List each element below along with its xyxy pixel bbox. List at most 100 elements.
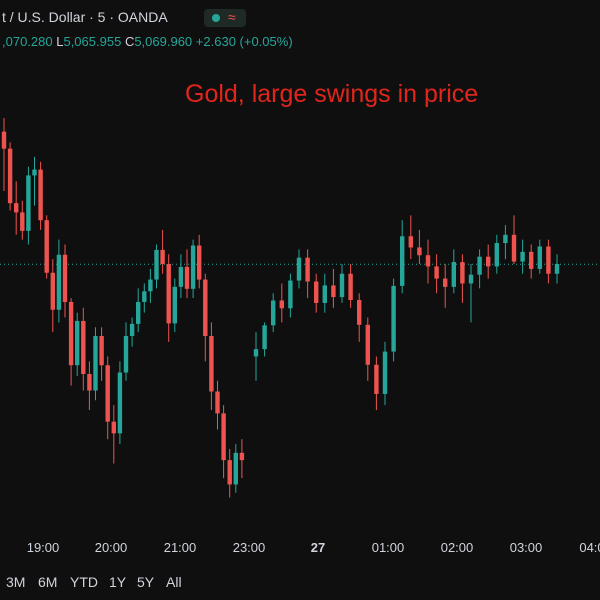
candle-body: [253, 349, 259, 357]
range-button-all[interactable]: All: [166, 574, 182, 590]
candle-20: [123, 322, 129, 381]
candle-body: [129, 323, 135, 337]
candle-body: [190, 245, 196, 289]
candle-body: [136, 301, 141, 324]
candle-36: [221, 405, 226, 479]
low-value: 5,065.955: [63, 34, 122, 49]
candle-54: [374, 356, 379, 410]
candle-body: [142, 291, 147, 302]
candle-body: [154, 249, 159, 280]
candle-body: [434, 266, 439, 279]
candle-44: [288, 273, 293, 318]
close-value: 5,069.960: [134, 34, 193, 49]
candle-body: [227, 460, 232, 485]
candle-body: [117, 372, 123, 434]
candle-body: [477, 256, 482, 275]
symbol-title: t / U.S. Dollar · 5 · OANDA: [2, 9, 168, 25]
candle-57: [400, 220, 405, 294]
candle-65: [468, 264, 474, 323]
chart-annotation: Gold, large swings in price: [185, 80, 479, 108]
candle-37: [227, 448, 232, 498]
candle-50: [339, 264, 345, 303]
time-tick: 01:00: [371, 540, 405, 555]
candle-body: [81, 320, 86, 374]
time-axis: 19:00 20:00 21:00 23:00 27 01:00 02:00 03:00 04:…: [0, 536, 600, 558]
candle-51: [348, 264, 353, 308]
candle-66: [477, 249, 482, 289]
candle-body: [339, 273, 345, 298]
candle-body: [451, 262, 456, 287]
candle-18: [111, 405, 116, 464]
candle-4: [26, 166, 31, 245]
candle-body: [172, 286, 177, 324]
candle-body: [56, 254, 62, 310]
candle-body: [239, 452, 245, 461]
range-button-6m[interactable]: 6M: [38, 574, 58, 590]
candle-31: [190, 239, 196, 299]
candle-body: [26, 175, 31, 231]
range-button-ytd[interactable]: YTD: [70, 574, 98, 590]
candle-7: [44, 215, 49, 279]
range-button-1y[interactable]: 1Y: [109, 574, 127, 590]
candle-9: [56, 239, 62, 323]
market-status-pill[interactable]: ≈: [204, 9, 246, 27]
candle-73: [537, 239, 542, 274]
candle-body: [209, 336, 214, 392]
candle-body: [233, 452, 238, 485]
candle-43: [279, 283, 284, 323]
candle-63: [451, 249, 456, 294]
candle-body: [166, 264, 171, 324]
range-button-5y[interactable]: 5Y: [137, 574, 155, 590]
candle-body: [160, 249, 165, 264]
candle-body: [87, 373, 92, 391]
candle-17: [105, 356, 110, 440]
candle-27: [166, 254, 171, 342]
time-tick: 20:00: [94, 540, 128, 555]
candle-body: [529, 251, 534, 269]
candle-body: [1, 131, 7, 149]
time-tick: 04:0: [579, 540, 600, 555]
candle-body: [203, 279, 208, 337]
open-value: ,070.280: [2, 34, 53, 49]
candlestick-chart[interactable]: [0, 0, 600, 536]
close-label: C: [124, 34, 135, 49]
candle-body: [348, 273, 353, 301]
candle-49: [331, 268, 336, 308]
candle-1: [7, 142, 13, 211]
candle-21: [129, 317, 135, 347]
range-selector: 3M 6M YTD 1Y 5Y All: [0, 570, 600, 596]
candle-13: [81, 307, 86, 391]
low-label: L: [56, 34, 64, 49]
candle-body: [537, 246, 542, 269]
candle-body: [331, 285, 336, 298]
candle-55: [382, 341, 388, 406]
chart-header: t / U.S. Dollar · 5 · OANDA ≈ ,070.280 L…: [0, 0, 600, 58]
candle-body: [357, 300, 362, 325]
candle-8: [50, 259, 55, 333]
range-button-3m[interactable]: 3M: [6, 574, 26, 590]
candle-body: [468, 274, 474, 284]
candle-39: [239, 439, 245, 479]
candle-68: [494, 234, 499, 274]
candle-body: [178, 266, 184, 287]
candle-35: [215, 380, 220, 430]
candle-0: [1, 118, 7, 191]
candle-64: [460, 254, 465, 303]
change-value: +2.630 (+0.05%): [195, 34, 293, 49]
candle-29: [178, 254, 184, 299]
candle-body: [408, 236, 413, 248]
candle-70: [511, 215, 517, 264]
time-tick: 23:00: [232, 540, 266, 555]
candle-3: [20, 200, 25, 240]
candle-14: [87, 361, 92, 410]
candle-52: [357, 293, 362, 342]
candle-30: [184, 249, 190, 299]
status-wave-icon: ≈: [228, 9, 236, 25]
candle-body: [221, 413, 226, 461]
candle-28: [172, 278, 177, 333]
candle-body: [511, 234, 517, 262]
candle-body: [75, 320, 80, 366]
candle-body: [50, 272, 55, 310]
candle-body: [546, 246, 551, 274]
candle-body: [460, 262, 465, 284]
